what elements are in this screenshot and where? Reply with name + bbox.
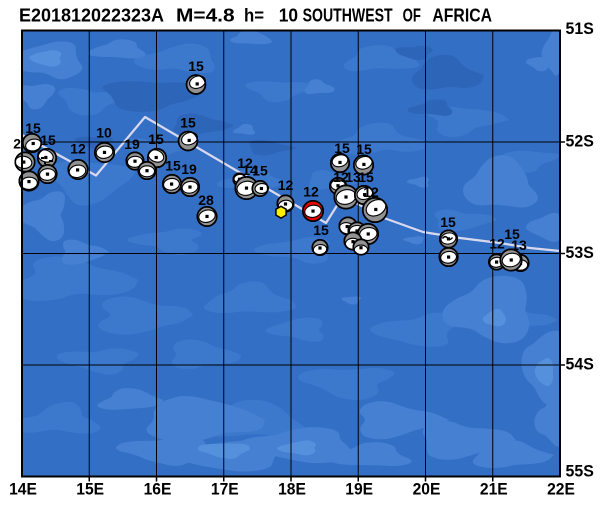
svg-text:22E: 22E xyxy=(547,480,575,498)
svg-text:53S: 53S xyxy=(566,244,594,262)
svg-text:19: 19 xyxy=(124,136,140,152)
svg-text:15: 15 xyxy=(358,169,374,185)
svg-text:51S: 51S xyxy=(566,20,594,38)
svg-text:17E: 17E xyxy=(211,480,239,498)
svg-text:12: 12 xyxy=(278,177,294,193)
svg-text:16E: 16E xyxy=(144,480,172,498)
svg-text:AFRICA: AFRICA xyxy=(432,4,492,25)
svg-text:14: 14 xyxy=(242,162,258,178)
svg-text:13: 13 xyxy=(345,169,361,185)
svg-text:21E: 21E xyxy=(480,480,508,498)
svg-text:19E: 19E xyxy=(345,480,373,498)
svg-text:20E: 20E xyxy=(413,480,441,498)
svg-text:12: 12 xyxy=(237,155,253,171)
svg-text:55S: 55S xyxy=(566,462,594,480)
svg-text:15: 15 xyxy=(313,222,329,238)
svg-text:12: 12 xyxy=(489,236,505,252)
svg-text:OF: OF xyxy=(403,4,421,25)
svg-text:12: 12 xyxy=(333,169,349,185)
svg-text:SOUTHWEST: SOUTHWEST xyxy=(303,4,394,25)
svg-text:12: 12 xyxy=(70,141,86,157)
svg-text:15: 15 xyxy=(180,115,196,131)
svg-text:52S: 52S xyxy=(566,132,594,150)
svg-text:h=: h= xyxy=(244,4,264,25)
svg-text:15: 15 xyxy=(334,140,350,156)
svg-text:M=4.8: M=4.8 xyxy=(176,4,235,25)
svg-text:18E: 18E xyxy=(278,480,306,498)
svg-text:12: 12 xyxy=(303,184,319,200)
svg-text:14E: 14E xyxy=(9,480,37,498)
svg-text:10: 10 xyxy=(96,125,112,141)
svg-text:15: 15 xyxy=(148,131,164,147)
svg-text:15: 15 xyxy=(504,226,520,242)
svg-text:15: 15 xyxy=(252,163,268,179)
svg-text:15: 15 xyxy=(25,120,41,136)
svg-text:54S: 54S xyxy=(566,356,594,374)
svg-text:E201812022323A: E201812022323A xyxy=(19,4,164,25)
svg-text:15: 15 xyxy=(40,132,56,148)
svg-text:28: 28 xyxy=(198,192,214,208)
svg-text:13: 13 xyxy=(511,237,527,253)
svg-text:15: 15 xyxy=(188,58,204,74)
svg-text:10: 10 xyxy=(279,4,298,25)
svg-text:15: 15 xyxy=(356,141,372,157)
svg-text:15: 15 xyxy=(165,158,181,174)
svg-text:15: 15 xyxy=(440,214,456,230)
svg-text:12: 12 xyxy=(363,184,379,200)
svg-text:15E: 15E xyxy=(76,480,104,498)
svg-text:19: 19 xyxy=(181,161,197,177)
